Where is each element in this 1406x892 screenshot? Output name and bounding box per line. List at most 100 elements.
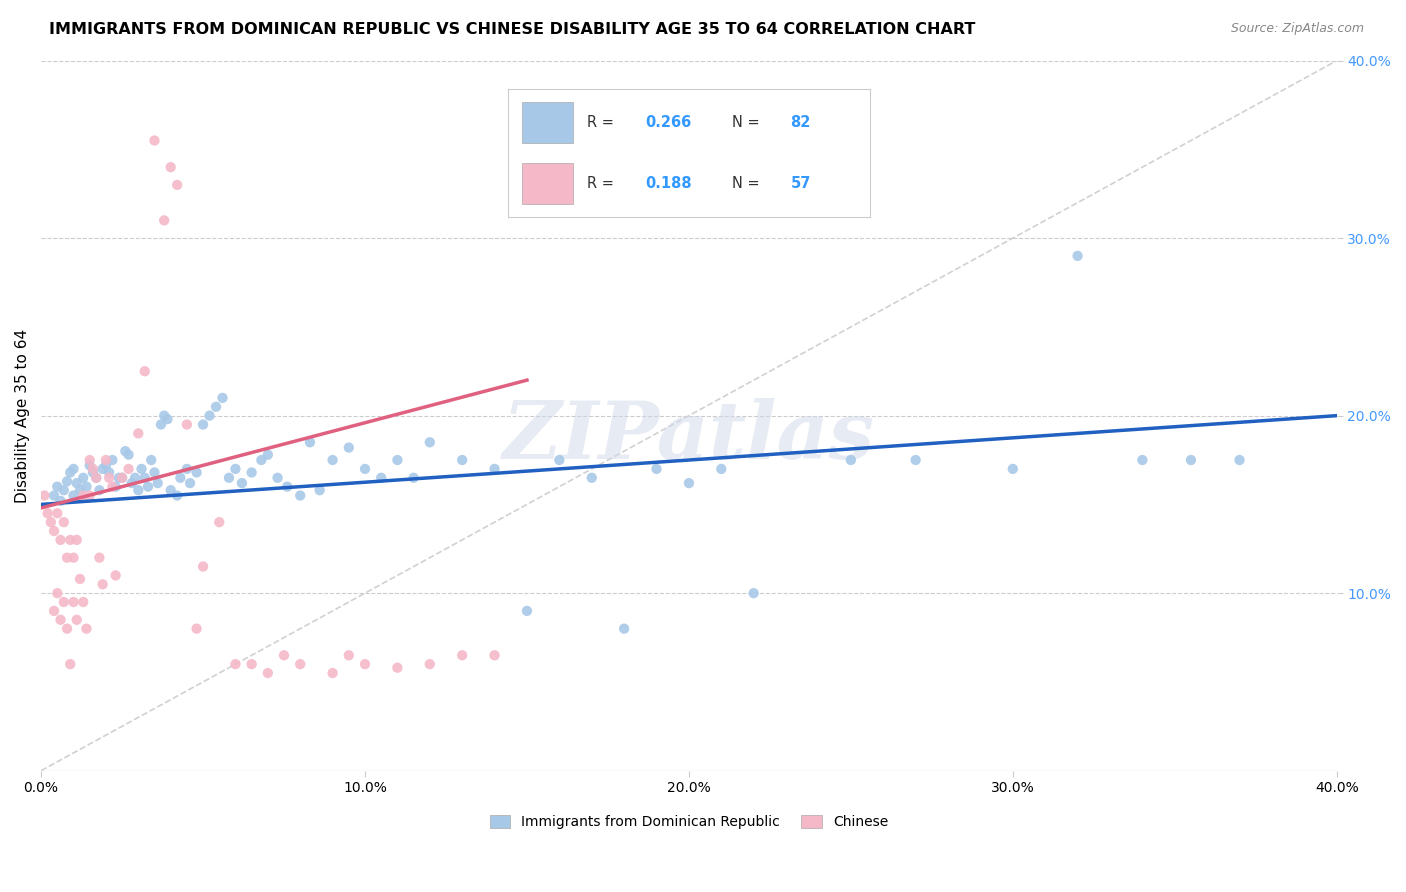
Point xyxy=(419,435,441,450)
Point xyxy=(198,409,221,423)
Point xyxy=(134,471,156,485)
Point xyxy=(91,462,114,476)
Point xyxy=(581,471,603,485)
Point xyxy=(101,453,124,467)
Point xyxy=(94,453,117,467)
Point xyxy=(211,391,233,405)
Point xyxy=(322,666,344,681)
Point xyxy=(1066,249,1088,263)
Point xyxy=(402,471,425,485)
Point xyxy=(337,441,360,455)
Point xyxy=(231,476,253,491)
Point xyxy=(298,435,321,450)
Point xyxy=(224,462,246,476)
Point xyxy=(208,515,231,529)
Legend: Immigrants from Dominican Republic, Chinese: Immigrants from Dominican Republic, Chin… xyxy=(484,810,894,835)
Point xyxy=(159,160,181,174)
Text: IMMIGRANTS FROM DOMINICAN REPUBLIC VS CHINESE DISABILITY AGE 35 TO 64 CORRELATIO: IMMIGRANTS FROM DOMINICAN REPUBLIC VS CH… xyxy=(49,22,976,37)
Point xyxy=(308,483,330,498)
Point xyxy=(82,466,104,480)
Point xyxy=(117,462,139,476)
Text: ZIPatlas: ZIPatlas xyxy=(503,398,875,475)
Point xyxy=(240,466,263,480)
Point xyxy=(69,483,91,498)
Point xyxy=(127,483,149,498)
Point xyxy=(176,462,198,476)
Point xyxy=(89,550,111,565)
Point xyxy=(75,622,97,636)
Point xyxy=(79,489,101,503)
Point xyxy=(224,657,246,672)
Point xyxy=(69,572,91,586)
Point xyxy=(169,471,191,485)
Point xyxy=(62,489,84,503)
Point xyxy=(104,480,127,494)
Point xyxy=(337,648,360,663)
Point xyxy=(46,586,69,600)
Point xyxy=(176,417,198,432)
Point xyxy=(127,426,149,441)
Point xyxy=(101,480,124,494)
Point xyxy=(645,462,668,476)
Point xyxy=(62,550,84,565)
Point xyxy=(72,471,94,485)
Point xyxy=(66,476,89,491)
Point xyxy=(710,462,733,476)
Point xyxy=(72,489,94,503)
Point xyxy=(153,409,176,423)
Point xyxy=(191,559,214,574)
Point xyxy=(742,586,765,600)
Point xyxy=(186,622,208,636)
Point xyxy=(179,476,201,491)
Point xyxy=(89,483,111,498)
Point xyxy=(98,466,121,480)
Point xyxy=(218,471,240,485)
Point xyxy=(156,412,179,426)
Point xyxy=(37,506,59,520)
Point xyxy=(117,448,139,462)
Point xyxy=(111,471,134,485)
Point xyxy=(143,466,166,480)
Point xyxy=(59,657,82,672)
Point xyxy=(104,568,127,582)
Point xyxy=(59,466,82,480)
Point xyxy=(34,489,56,503)
Point xyxy=(290,657,312,672)
Point xyxy=(904,453,927,467)
Point xyxy=(42,524,65,538)
Point xyxy=(42,489,65,503)
Point xyxy=(56,475,79,489)
Point xyxy=(451,453,474,467)
Point xyxy=(62,462,84,476)
Point xyxy=(191,417,214,432)
Point xyxy=(256,448,278,462)
Point xyxy=(250,453,273,467)
Point xyxy=(354,657,377,672)
Point xyxy=(134,364,156,378)
Point xyxy=(56,622,79,636)
Point xyxy=(1229,453,1251,467)
Point xyxy=(46,480,69,494)
Point xyxy=(166,178,188,192)
Point xyxy=(205,400,228,414)
Point xyxy=(143,134,166,148)
Point xyxy=(59,533,82,547)
Point xyxy=(516,604,538,618)
Point xyxy=(240,657,263,672)
Point xyxy=(42,604,65,618)
Point xyxy=(98,471,121,485)
Y-axis label: Disability Age 35 to 64: Disability Age 35 to 64 xyxy=(15,328,30,503)
Point xyxy=(153,213,176,227)
Point xyxy=(91,577,114,591)
Point xyxy=(146,476,169,491)
Point xyxy=(52,515,75,529)
Point xyxy=(108,471,131,485)
Point xyxy=(49,533,72,547)
Point xyxy=(56,550,79,565)
Point xyxy=(49,613,72,627)
Point xyxy=(322,453,344,467)
Point xyxy=(484,648,506,663)
Point xyxy=(387,453,409,467)
Point xyxy=(114,444,136,458)
Point xyxy=(256,666,278,681)
